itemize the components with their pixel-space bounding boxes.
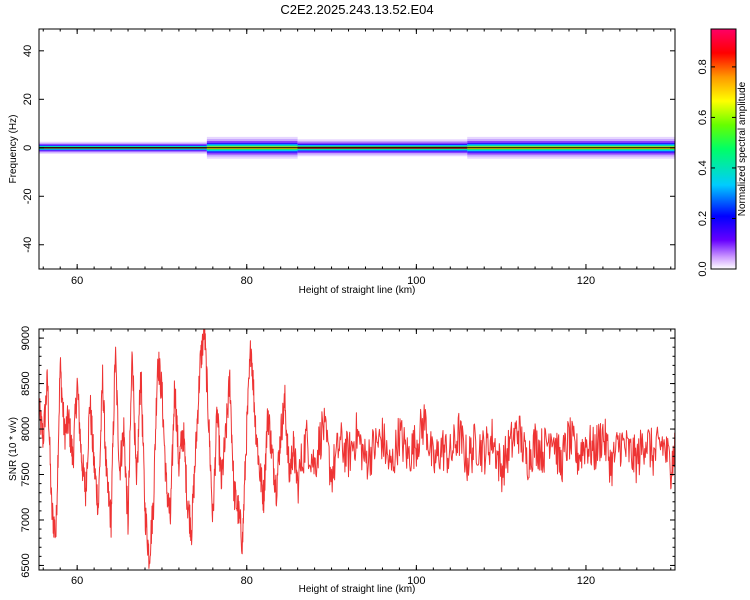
x-tick-label: 60 (71, 275, 83, 287)
y-tick-label: 40 (22, 45, 34, 57)
spectrogram-frame (38, 28, 676, 270)
snr-line (39, 329, 675, 569)
y-tick-label: 0 (22, 145, 34, 151)
spectrogram-ticks: 60 80 100 120 -40 -20 0 20 40 (22, 29, 675, 287)
y-tick-label: 6500 (20, 553, 32, 577)
x-tick-label: 120 (577, 575, 595, 587)
x-tick-label: 100 (407, 575, 425, 587)
y-tick-label: -40 (22, 237, 34, 253)
colorbar-frame (710, 28, 737, 270)
spectrogram-ylabel: Frequency (Hz) (8, 115, 19, 184)
chart-title: C2E2.2025.243.13.52.E04 (280, 2, 433, 17)
colorbar-label: Normalized spectral amplitude (737, 81, 748, 216)
y-tick-label: 20 (22, 93, 34, 105)
x-tick-label: 120 (577, 275, 595, 287)
snr-series (39, 329, 675, 569)
snr-background (39, 329, 675, 570)
y-tick-label: 9000 (20, 326, 32, 350)
colorbar-gradient (711, 29, 736, 269)
y-tick-label: 8500 (20, 371, 32, 395)
x-tick-label: 100 (407, 275, 425, 287)
x-tick-label: 80 (241, 575, 253, 587)
y-tick-label: 7500 (20, 462, 32, 486)
colorbar-tick-label: 0.0 (697, 261, 709, 276)
spectrogram-band (39, 136, 675, 159)
snr-ticks: 60 80 100 120 6500 7000 7500 8000 8500 9000 (20, 326, 675, 587)
x-tick-label: 80 (241, 275, 253, 287)
colorbar-tick-label: 0.6 (697, 110, 709, 125)
colorbar-tick-label: 0.4 (697, 160, 709, 175)
snr-xlabel: Height of straight line (km) (299, 584, 416, 595)
snr-ylabel: SNR (10 * v/v) (8, 417, 19, 481)
colorbar-tick-label: 0.2 (697, 211, 709, 226)
spectrogram-panel: 60 80 100 120 -40 -20 0 20 40 Height of straight… (8, 28, 676, 296)
x-tick-label: 60 (71, 575, 83, 587)
y-tick-label: 8000 (20, 417, 32, 441)
snr-panel: 60 80 100 120 6500 7000 7500 8000 8500 9000 Heigh… (8, 326, 676, 595)
spectrogram-xlabel: Height of straight line (km) (299, 285, 416, 296)
y-tick-label: 7000 (20, 508, 32, 532)
snr-frame (38, 328, 676, 571)
y-tick-label: -20 (22, 188, 34, 204)
colorbar-ticks: 0.0 0.2 0.4 0.6 0.8 (697, 59, 736, 277)
colorbar-tick-label: 0.8 (697, 59, 709, 74)
colorbar: 0.0 0.2 0.4 0.6 0.8 Normalized spectral ampl… (697, 28, 748, 277)
